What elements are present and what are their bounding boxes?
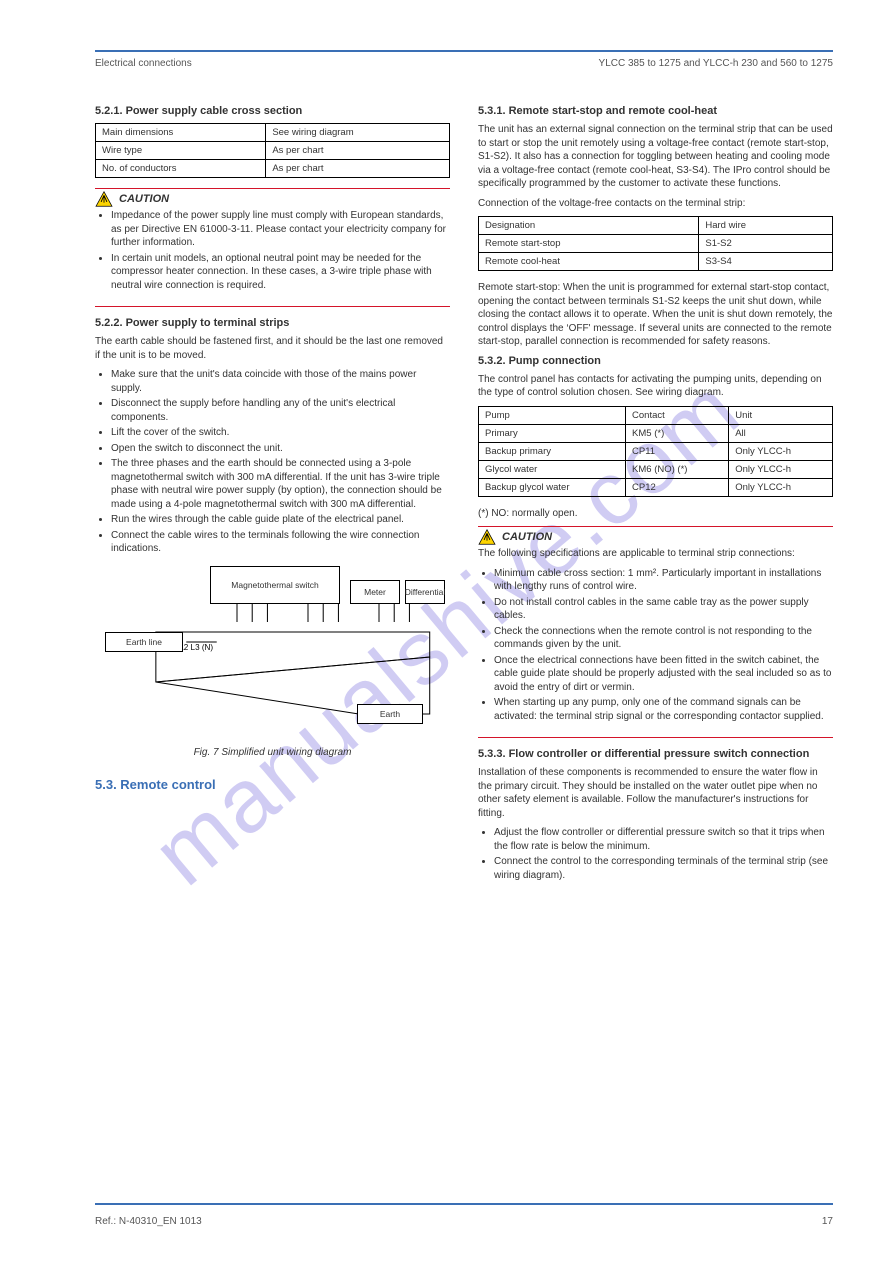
header-right: YLCC 385 to 1275 and YLCC-h 230 and 560 …: [599, 58, 833, 69]
right-h-531: 5.3.1. Remote start-stop and remote cool…: [478, 105, 833, 117]
right-h-532: 5.3.2. Pump connection: [478, 355, 833, 367]
left-h-53: 5.3. Remote control: [95, 777, 450, 792]
list-item: Lift the cover of the switch.: [111, 426, 450, 440]
table-row: Wire typeAs per chart: [96, 142, 450, 160]
table-row: Backup primaryCP11Only YLCC-h: [479, 442, 833, 460]
footer-left: Ref.: N-40310_EN 1013: [95, 1216, 202, 1227]
footer-right: 17: [822, 1216, 833, 1227]
right-h-533: 5.3.3. Flow controller or differential p…: [478, 748, 833, 760]
table-532: PumpContactUnit PrimaryKM5 (*)All Backup…: [478, 406, 833, 497]
caution-title: CAUTION: [119, 193, 169, 205]
right-column: 5.3.1. Remote start-stop and remote cool…: [478, 99, 833, 888]
list-item: Run the wires through the cable guide pl…: [111, 513, 450, 527]
table-row: Main dimensionsSee wiring diagram: [96, 124, 450, 142]
table-row: Glycol waterKM6 (NO) (*)Only YLCC-h: [479, 460, 833, 478]
header-left: Electrical connections: [95, 58, 192, 69]
caution-title: CAUTION: [502, 531, 552, 543]
caution-left: CAUTION Impedance of the power supply li…: [95, 188, 450, 307]
list-item: Make sure that the unit's data coincide …: [111, 368, 450, 395]
wiring-diagram: L1 L2 L3 (N) Magnetothermal switch Meter…: [95, 562, 450, 742]
box-earth: Earth: [357, 704, 423, 724]
list-item: Minimum cable cross section: 1 mm². Part…: [494, 567, 833, 594]
caution-list: Impedance of the power supply line must …: [95, 209, 450, 292]
caution-intro: The following specifications are applica…: [478, 547, 833, 561]
left-h-522: 5.2.2. Power supply to terminal strips: [95, 317, 450, 329]
box-earth-line: Earth line: [105, 632, 183, 652]
p-533: Installation of these components is reco…: [478, 766, 833, 820]
p-531-2: Connection of the voltage-free contacts …: [478, 197, 833, 211]
table-row: Remote cool-heatS3-S4: [479, 253, 833, 271]
table-row: PumpContactUnit: [479, 406, 833, 424]
box-meter: Meter: [350, 580, 400, 604]
p-532: The control panel has contacts for activ…: [478, 373, 833, 400]
list-item: Adjust the flow controller or differenti…: [494, 826, 833, 853]
table-row: No. of conductorsAs per chart: [96, 160, 450, 178]
caution-icon: [95, 191, 113, 207]
list-item: Open the switch to disconnect the unit.: [111, 442, 450, 456]
list-item: When starting up any pump, only one of t…: [494, 696, 833, 723]
left-column: 5.2.1. Power supply cable cross section …: [95, 99, 450, 888]
page-footer: Ref.: N-40310_EN 1013 17: [95, 1216, 833, 1227]
table-531: DesignationHard wire Remote start-stopS1…: [478, 216, 833, 271]
list-item: In certain unit models, an optional neut…: [111, 252, 450, 293]
table-row: DesignationHard wire: [479, 217, 833, 235]
caution-icon: [478, 529, 496, 545]
fig-label: Fig. 7 Simplified unit wiring diagram: [95, 746, 450, 760]
bottom-rule: [95, 1203, 833, 1205]
note-532: (*) NO: normally open.: [478, 507, 833, 521]
list-item: Disconnect the supply before handling an…: [111, 397, 450, 424]
table-row: PrimaryKM5 (*)All: [479, 424, 833, 442]
caution-list-right: Minimum cable cross section: 1 mm². Part…: [478, 567, 833, 724]
list-item: The three phases and the earth should be…: [111, 457, 450, 511]
caution-head: CAUTION: [478, 527, 833, 547]
caution-right: CAUTION The following specifications are…: [478, 526, 833, 738]
caution-head: CAUTION: [95, 189, 450, 209]
list-item: Connect the control to the corresponding…: [494, 855, 833, 882]
list-item: Impedance of the power supply line must …: [111, 209, 450, 250]
list-item: Do not install control cables in the sam…: [494, 596, 833, 623]
list-item: Once the electrical connections have bee…: [494, 654, 833, 695]
left-h-521: 5.2.1. Power supply cable cross section: [95, 105, 450, 117]
list-item: Check the connections when the remote co…: [494, 625, 833, 652]
box-differential: Differential: [405, 580, 445, 604]
table-row: Backup glycol waterCP12Only YLCC-h: [479, 478, 833, 496]
box-magnetothermal: Magnetothermal switch: [210, 566, 340, 604]
p-531-3: Remote start-stop: When the unit is prog…: [478, 281, 833, 349]
page: Electrical connections YLCC 385 to 1275 …: [0, 0, 893, 1263]
page-header: Electrical connections YLCC 385 to 1275 …: [95, 58, 833, 69]
top-rule: [95, 50, 833, 52]
p-531-1: The unit has an external signal connecti…: [478, 123, 833, 191]
p-522: The earth cable should be fastened first…: [95, 335, 450, 362]
two-columns: 5.2.1. Power supply cable cross section …: [95, 99, 833, 888]
list-533: Adjust the flow controller or differenti…: [478, 826, 833, 882]
table-521: Main dimensionsSee wiring diagram Wire t…: [95, 123, 450, 178]
list-item: Connect the cable wires to the terminals…: [111, 529, 450, 556]
list-522: Make sure that the unit's data coincide …: [95, 368, 450, 556]
table-row: Remote start-stopS1-S2: [479, 235, 833, 253]
